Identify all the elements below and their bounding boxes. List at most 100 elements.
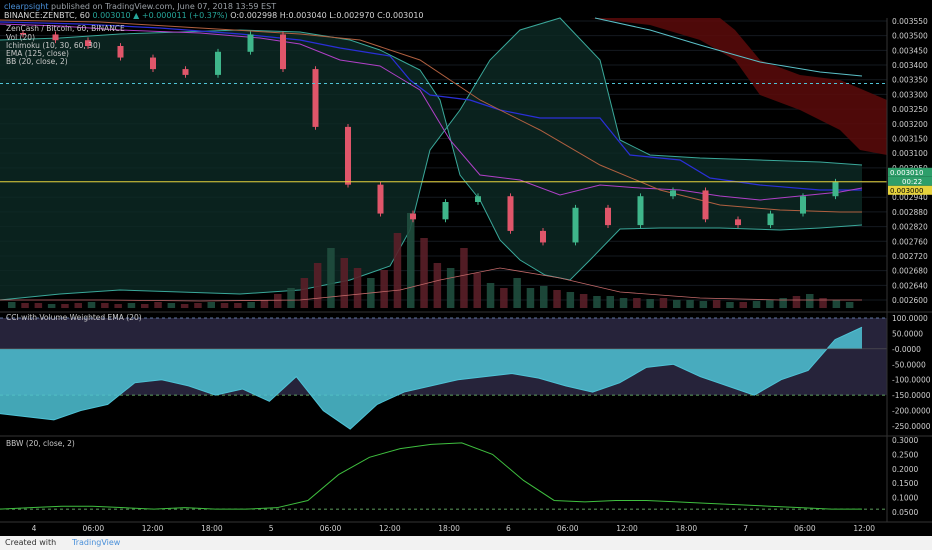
bbw-line	[0, 442, 862, 510]
x-tick-label: 06:00	[320, 524, 342, 533]
x-tick-label: 4	[32, 524, 37, 533]
price-tick-label: 0.003400	[892, 61, 928, 70]
volume-bar	[619, 298, 628, 308]
volume-bar	[845, 302, 854, 308]
candle-body	[767, 213, 774, 226]
ohlc-values: O:0.002998 H:0.003040 L:0.002970 C:0.003…	[230, 11, 424, 20]
price-tick-label: 0.003350	[892, 76, 928, 85]
price-tick-label: 0.002880	[892, 208, 928, 217]
volume-bar	[579, 294, 588, 308]
x-tick-label: 06:00	[82, 524, 104, 533]
x-tick-label: 12:00	[616, 524, 638, 533]
bbw-tick-label: 0.3000	[892, 436, 918, 445]
ichimoku-cloud	[590, 18, 887, 155]
cci-line	[0, 326, 863, 430]
legend-bb[interactable]: BB (20, close, 2)	[6, 57, 68, 66]
volume-bar	[819, 298, 827, 308]
author-link[interactable]: clearpsight	[4, 2, 49, 11]
ichimoku-base-line	[0, 21, 862, 191]
bbw-tick-label: 0.2000	[892, 465, 918, 474]
candle-body	[572, 207, 579, 243]
volume-bar	[446, 268, 455, 308]
price-tick-label: 0.002760	[892, 237, 928, 246]
symbol-name: BINANCE:ZENBTC, 60	[4, 11, 90, 20]
volume-bar	[433, 263, 442, 308]
volume-bar	[340, 258, 348, 308]
volume-bar	[393, 233, 402, 308]
legend-title[interactable]: ZenCash / Bitcoin, 60, BINANCE	[6, 24, 125, 33]
price-tick-label: 0.003550	[892, 17, 928, 26]
cci-tick-label: -100.0000	[892, 376, 931, 385]
candle-body	[150, 57, 156, 70]
current-price-badge	[888, 167, 932, 177]
candle-body	[280, 34, 286, 70]
ema-line	[0, 19, 862, 213]
candle-body	[605, 207, 611, 226]
volume-bar	[260, 300, 269, 308]
volume-bar	[633, 298, 641, 308]
price-tick-label: 0.003100	[892, 149, 928, 158]
tradingview-logo-link[interactable]: TradingView	[72, 538, 121, 547]
volume-bar	[566, 292, 575, 308]
volume-bar	[300, 278, 309, 308]
price-tick-label: 0.003150	[892, 134, 928, 143]
candle-body	[85, 40, 91, 46]
cci-tick-label: -0.0000	[892, 345, 921, 354]
volume-bar	[141, 304, 149, 308]
x-tick-label: 18:00	[675, 524, 697, 533]
volume-bar	[659, 298, 668, 308]
level-badge-text: 0.003000	[890, 187, 923, 195]
bollinger-lower-line	[0, 29, 863, 281]
legend-ichimoku[interactable]: Ichimoku (10, 30, 60, 30)	[6, 41, 101, 50]
candle-body	[475, 196, 481, 202]
cci-title[interactable]: CCI with Volume Weighted EMA (20)	[6, 313, 142, 322]
price-tick-label: 0.003500	[892, 32, 928, 41]
publish-line: clearpsight published on TradingView.com…	[4, 2, 276, 11]
cci-fill	[0, 327, 862, 430]
volume-bar	[526, 288, 535, 308]
price-tick-label: 0.003300	[892, 90, 928, 99]
volume-bar	[114, 304, 122, 308]
last-price: 0.003010	[92, 11, 131, 20]
volume-bar	[646, 299, 654, 308]
bbw-title[interactable]: BBW (20, close, 2)	[6, 439, 75, 448]
volume-bar	[407, 213, 415, 308]
volume-bar	[513, 278, 521, 308]
volume-bar	[779, 298, 787, 308]
volume-ma-line	[0, 267, 862, 302]
x-tick-label: 06:00	[557, 524, 579, 533]
price-tick-label: 0.002640	[892, 281, 928, 290]
price-tick-label: 0.002600	[892, 296, 928, 305]
volume-bar	[101, 303, 109, 308]
x-tick-label: 18:00	[438, 524, 460, 533]
candle-body	[507, 196, 514, 231]
volume-bar	[500, 288, 508, 308]
ichimoku-conversion-line	[0, 23, 863, 201]
volume-bar	[34, 303, 43, 308]
level-badge	[888, 185, 932, 195]
legend-ema[interactable]: EMA (125, close)	[6, 49, 69, 58]
candle-body	[215, 51, 221, 75]
legend-vol[interactable]: Vol (20)	[6, 33, 36, 42]
volume-bar	[593, 296, 601, 308]
volume-bar	[287, 288, 295, 308]
x-tick-label: 06:00	[794, 524, 816, 533]
volume-bar	[420, 238, 428, 308]
price-change: ▲ +0.000011 (+0.37%)	[133, 11, 228, 20]
candle-body	[670, 190, 676, 197]
volume-bar	[194, 303, 202, 308]
price-tick-label: 0.002940	[892, 193, 928, 202]
volume-bar	[247, 302, 255, 308]
volume-bar	[380, 270, 388, 308]
volume-bar	[553, 290, 561, 308]
cci-tick-label: -200.0000	[892, 407, 931, 416]
volume-bar	[207, 302, 215, 308]
price-tick-label: 0.002720	[892, 252, 928, 261]
candle-body	[52, 34, 59, 41]
volume-bar	[752, 301, 761, 308]
candle-body	[410, 213, 416, 220]
volume-bar	[486, 283, 495, 308]
volume-bar	[180, 304, 189, 308]
volume-bar	[127, 303, 136, 308]
